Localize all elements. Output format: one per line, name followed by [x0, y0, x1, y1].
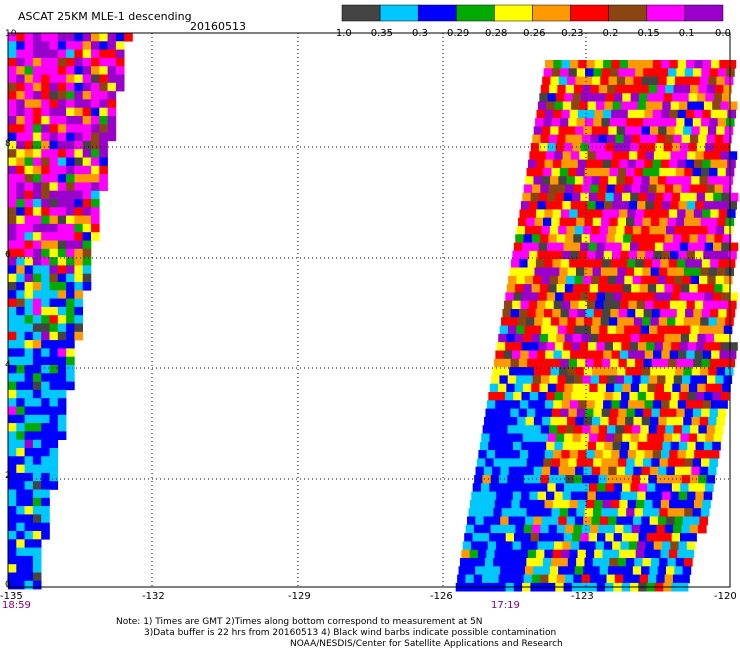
colorbar-swatch: [570, 4, 609, 22]
colorbar-swatch: [494, 4, 533, 22]
colorbar-label: -0.29: [443, 28, 469, 39]
colorbar-label: -0.15: [634, 28, 660, 39]
note-line-2: 3)Data buffer is 22 hrs from 20160513 4)…: [144, 628, 557, 638]
colorbar-label: -0.35: [367, 28, 393, 39]
x-tick-120: -120: [714, 591, 737, 602]
colorbar-label: -0.26: [520, 28, 546, 39]
y-tick-0: 0: [5, 580, 11, 590]
grid-lines: [8, 33, 730, 587]
x-tick-132: -132: [142, 591, 165, 602]
colorbar-swatch: [608, 4, 648, 22]
time-left: 18:59: [2, 600, 31, 611]
x-tick-129: -129: [288, 591, 311, 602]
x-tick-126: -126: [430, 591, 453, 602]
plot-frame: [7, 32, 731, 588]
colorbar-label: -0.2: [599, 28, 619, 39]
colorbar-label: 0.0: [715, 28, 731, 39]
colorbar-swatch: [684, 4, 724, 22]
time-right: 17:19: [491, 600, 520, 611]
plot-title: ASCAT 25KM MLE-1 descending: [18, 10, 192, 23]
colorbar: -1.0 -0.35 -0.3 -0.29 -0.28 -0.26 -0.23 -0.2 -0.…: [332, 4, 731, 39]
y-tick-6: 6: [5, 250, 11, 260]
colorbar-swatch: [341, 4, 381, 22]
colorbar-swatch: [646, 4, 686, 22]
colorbar-label: -0.28: [481, 28, 507, 39]
note-line-1: Note: 1) Times are GMT 2)Times along bot…: [116, 617, 483, 627]
colorbar-swatch: [417, 4, 457, 22]
y-tick-2: 2: [5, 471, 11, 481]
x-tick-123: -123: [571, 591, 594, 602]
colorbar-label: -1.0: [332, 28, 352, 39]
plot-date: 20160513: [190, 20, 246, 33]
colorbar-label: -0.1: [675, 28, 695, 39]
x-tick-135: -135: [0, 591, 23, 602]
colorbar-label: -0.3: [408, 28, 428, 39]
y-tick-4: 4: [5, 360, 11, 370]
colorbar-label: -0.23: [558, 28, 584, 39]
y-tick-8: 8: [5, 139, 11, 149]
colorbar-swatch: [456, 4, 495, 22]
swath-cells: [8, 33, 739, 592]
y-tick-10: 10: [5, 29, 17, 39]
note-line-3: NOAA/NESDIS/Center for Satellite Applica…: [290, 639, 563, 649]
colorbar-swatch: [379, 4, 419, 22]
colorbar-swatch: [532, 4, 571, 22]
